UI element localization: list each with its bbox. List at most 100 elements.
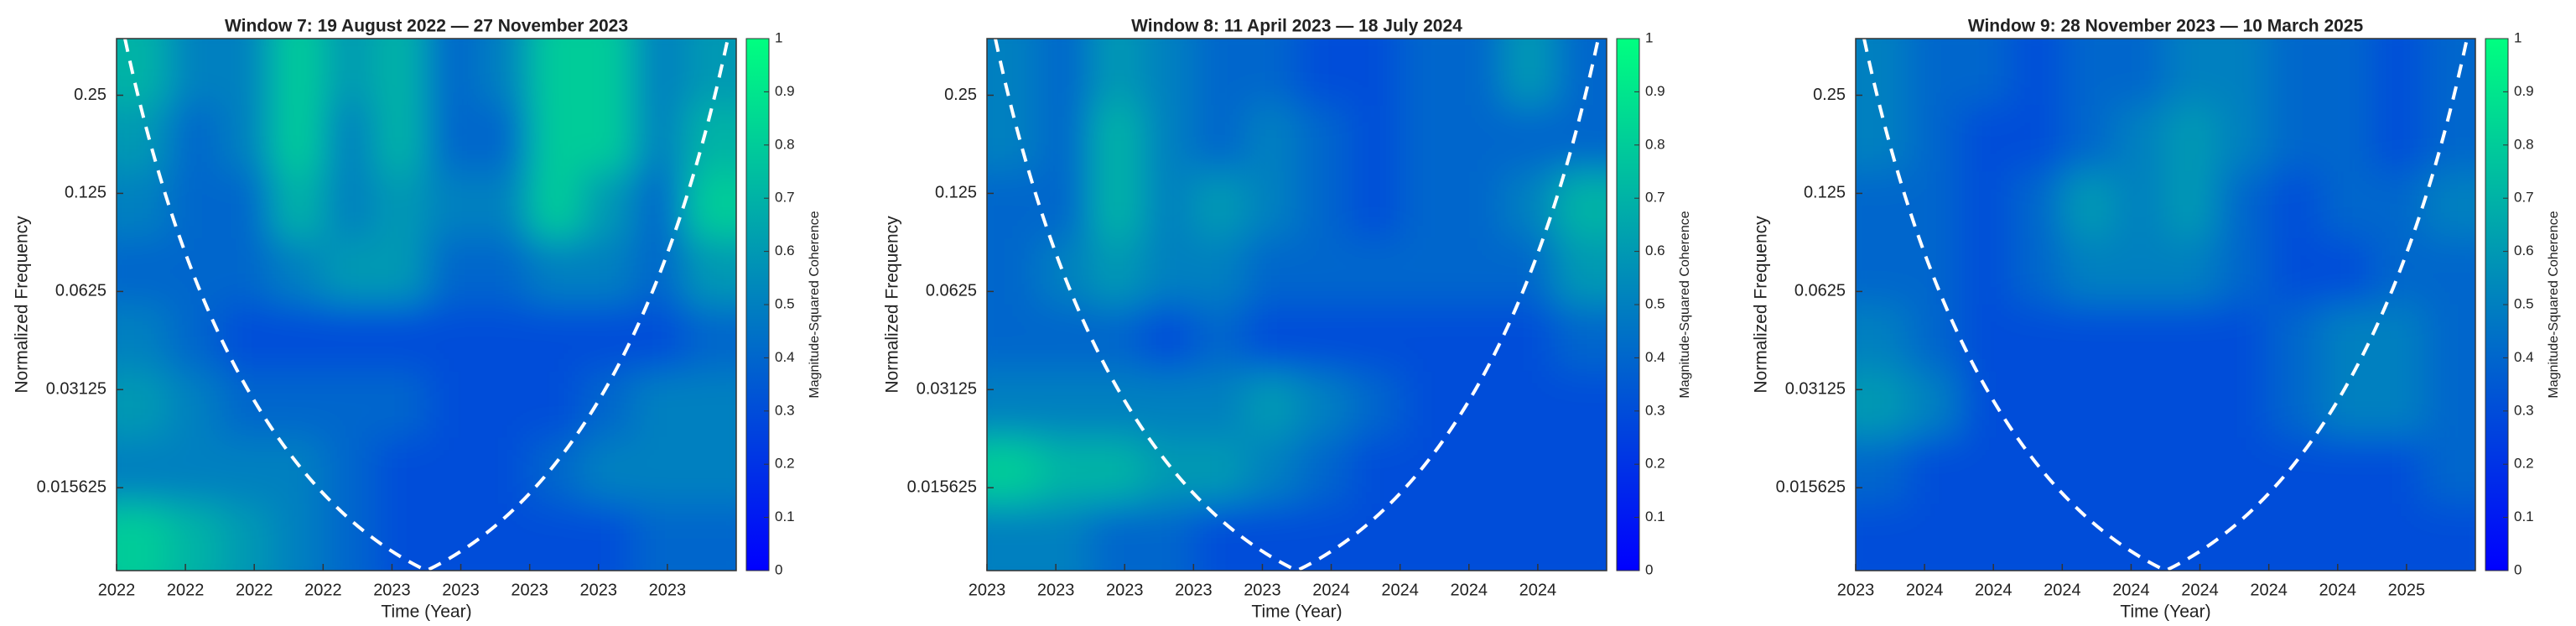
chart-title: Window 9: 28 November 2023 — 10 March 20… bbox=[1968, 17, 2364, 36]
colorbar-tick-label: 0.8 bbox=[775, 136, 795, 152]
heatmap-cell bbox=[2113, 171, 2167, 239]
heatmap-cell bbox=[478, 503, 531, 571]
panel: 0.25 0.125 0.0625 0.03125 0.015625 2023 2024 20… bbox=[1752, 17, 2562, 622]
heatmap-cell bbox=[374, 371, 428, 439]
heatmap-cell bbox=[1193, 105, 1246, 173]
heatmap-cell bbox=[478, 105, 531, 173]
heatmap-cell bbox=[581, 237, 634, 305]
y-tick-label: 0.03125 bbox=[917, 380, 977, 399]
heatmap-cell bbox=[426, 305, 480, 373]
heatmap-cell bbox=[117, 237, 169, 305]
heatmap-cell bbox=[478, 237, 531, 305]
heatmap-cell bbox=[1038, 437, 1092, 505]
heatmap-cell bbox=[323, 105, 376, 173]
heatmap-cell bbox=[478, 305, 531, 373]
heatmap-cell bbox=[2371, 503, 2425, 571]
heatmap-cell bbox=[323, 437, 376, 505]
x-tick-label: 2024 bbox=[2112, 581, 2150, 599]
heatmap-cell bbox=[1555, 237, 1607, 305]
heatmap-cell bbox=[2268, 503, 2322, 571]
x-tick-label: 2023 bbox=[580, 581, 618, 599]
heatmap-cell bbox=[529, 437, 583, 505]
heatmap-cell bbox=[1193, 503, 1246, 571]
heatmap-cell bbox=[426, 39, 480, 107]
heatmap-cell bbox=[1856, 503, 1909, 571]
heatmap bbox=[1856, 39, 2475, 571]
heatmap-cell bbox=[2320, 371, 2373, 439]
heatmap-cell bbox=[529, 371, 583, 439]
colorbar-tick-label: 0.6 bbox=[1645, 243, 1665, 258]
heatmap-cell bbox=[2113, 105, 2167, 173]
heatmap-cell bbox=[529, 305, 583, 373]
heatmap-cell bbox=[1038, 305, 1092, 373]
heatmap-cell bbox=[581, 371, 634, 439]
heatmap-cell bbox=[2217, 39, 2270, 107]
heatmap-cell bbox=[1503, 305, 1556, 373]
heatmap-cell bbox=[1856, 105, 1909, 173]
heatmap-cell bbox=[1193, 371, 1246, 439]
x-tick-label: 2022 bbox=[236, 581, 273, 599]
heatmap-cell bbox=[220, 437, 273, 505]
x-tick-label: 2023 bbox=[1175, 581, 1213, 599]
heatmap-cell bbox=[271, 237, 325, 305]
heatmap-cell bbox=[2268, 237, 2322, 305]
colorbar-tick-label: 0.3 bbox=[2514, 402, 2534, 418]
colorbar-tick-label: 0.9 bbox=[775, 83, 795, 99]
heatmap-cell bbox=[1907, 39, 1961, 107]
heatmap-cell bbox=[1452, 371, 1504, 439]
colorbar-tick-label: 0.7 bbox=[775, 190, 795, 206]
heatmap-cell bbox=[1555, 371, 1607, 439]
y-tick-label: 0.25 bbox=[1813, 86, 1846, 104]
heatmap-cell bbox=[987, 237, 1040, 305]
heatmap-cell bbox=[2423, 39, 2475, 107]
heatmap-cell bbox=[1038, 237, 1092, 305]
heatmap-cell bbox=[987, 171, 1040, 239]
heatmap-cell bbox=[220, 105, 273, 173]
x-tick-label: 2023 bbox=[442, 581, 480, 599]
heatmap-cell bbox=[374, 237, 428, 305]
heatmap-cell bbox=[987, 305, 1040, 373]
heatmap-cell bbox=[1856, 237, 1909, 305]
heatmap-cell bbox=[374, 305, 428, 373]
heatmap-cell bbox=[426, 105, 480, 173]
heatmap-cell bbox=[1907, 171, 1961, 239]
colorbar-tick-label: 0.2 bbox=[1645, 456, 1665, 472]
heatmap-cell bbox=[323, 371, 376, 439]
panel: 0.25 0.125 0.0625 0.03125 0.015625 2023 2023 20… bbox=[883, 17, 1693, 622]
heatmap-cell bbox=[1090, 171, 1143, 239]
heatmap-cell bbox=[1038, 171, 1092, 239]
heatmap-cell bbox=[426, 371, 480, 439]
heatmap-cell bbox=[1959, 371, 2012, 439]
heatmap-cell bbox=[271, 171, 325, 239]
heatmap-cell bbox=[323, 503, 376, 571]
heatmap-cell bbox=[1038, 39, 1092, 107]
heatmap-cell bbox=[2217, 105, 2270, 173]
heatmap-cell bbox=[1348, 105, 1401, 173]
heatmap-cell bbox=[2217, 305, 2270, 373]
heatmap-cell bbox=[1959, 105, 2012, 173]
y-axis-label: Normalized Frequency bbox=[13, 216, 32, 394]
heatmap-cell bbox=[1452, 305, 1504, 373]
x-tick-label: 2024 bbox=[1975, 581, 2012, 599]
heatmap-cell bbox=[684, 237, 736, 305]
heatmap-cell bbox=[1348, 39, 1401, 107]
heatmap-cell bbox=[2217, 171, 2270, 239]
heatmap-cell bbox=[1090, 437, 1143, 505]
heatmap-cell bbox=[117, 305, 169, 373]
heatmap-cell bbox=[271, 39, 325, 107]
y-tick-label: 0.015625 bbox=[907, 478, 977, 497]
heatmap-cell bbox=[1907, 305, 1961, 373]
heatmap-cell bbox=[2371, 371, 2425, 439]
heatmap-cell bbox=[1856, 305, 1909, 373]
colorbar-tick-label: 1 bbox=[2514, 29, 2521, 45]
y-tick-label: 0.0625 bbox=[926, 282, 977, 300]
heatmap-cell bbox=[2423, 371, 2475, 439]
heatmap-cell bbox=[426, 503, 480, 571]
heatmap-cell bbox=[2062, 305, 2115, 373]
heatmap-cell bbox=[1400, 171, 1453, 239]
heatmap-cells bbox=[117, 39, 736, 571]
heatmap-cell bbox=[1141, 371, 1195, 439]
heatmap-cell bbox=[1244, 105, 1298, 173]
colorbar-tick-label: 0.8 bbox=[1645, 136, 1665, 152]
x-tick-label: 2022 bbox=[167, 581, 205, 599]
